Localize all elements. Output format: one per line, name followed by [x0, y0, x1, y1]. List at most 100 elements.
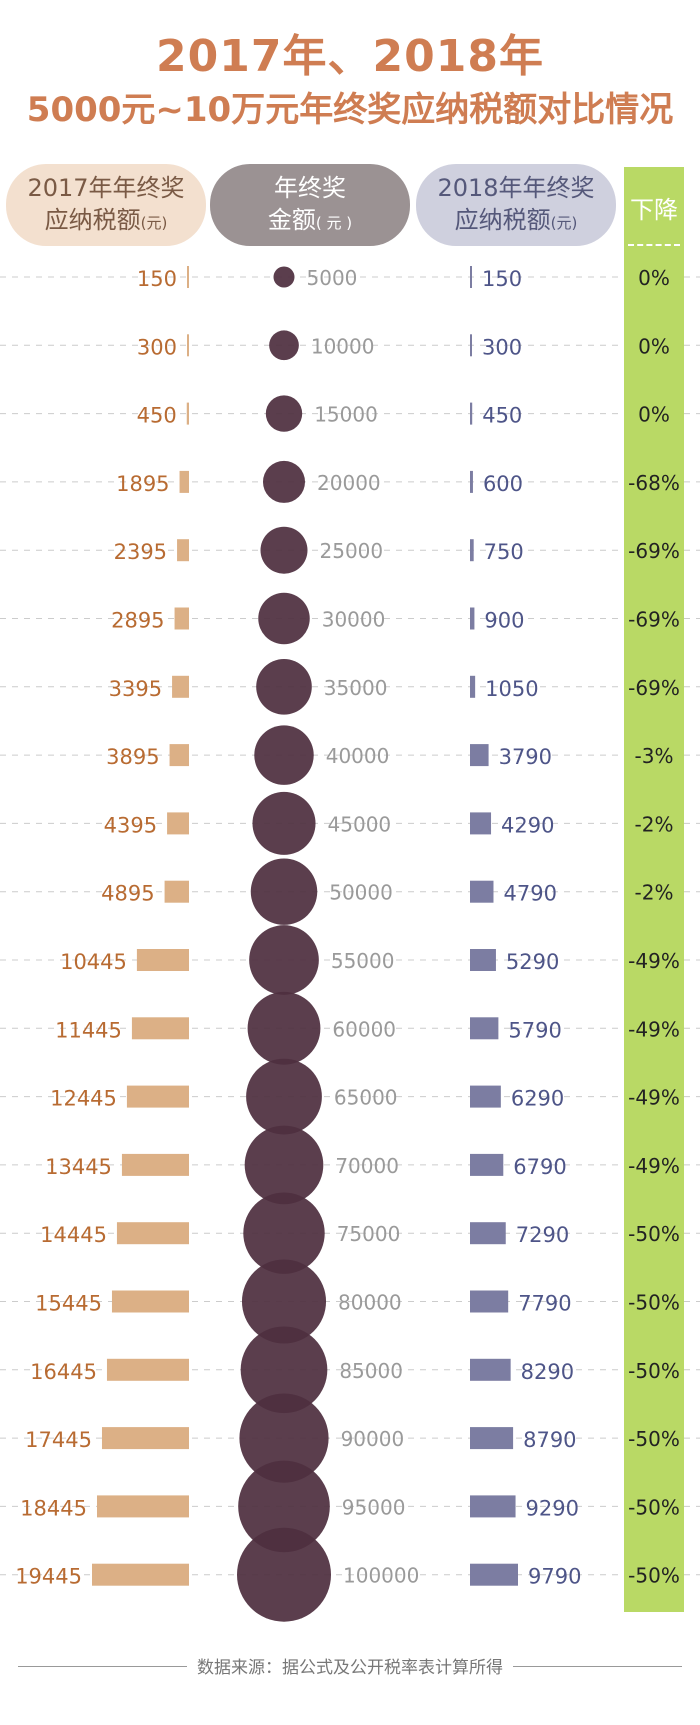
tax2018-bar — [470, 1290, 509, 1313]
tax2018-bar — [470, 266, 472, 288]
bonus-label: 50000 — [329, 881, 393, 905]
bonus-label: 55000 — [331, 949, 395, 973]
bonus-bubble — [258, 592, 310, 645]
decline-label: -50% — [628, 1291, 680, 1315]
decline-label: 0% — [638, 403, 670, 427]
bonus-bubble — [252, 791, 316, 855]
header-bonus-label: 金额 — [267, 205, 316, 234]
bonus-bubble — [256, 658, 312, 715]
decline-label: -3% — [635, 744, 674, 768]
tax2017-bar — [172, 675, 189, 698]
bonus-label: 90000 — [341, 1427, 405, 1451]
tax2018-label: 600 — [483, 472, 523, 496]
tax2017-bar — [174, 607, 189, 630]
tax2018-bar — [470, 607, 475, 630]
tax2017-bar — [126, 1085, 189, 1108]
tax2018-label: 9290 — [526, 1496, 579, 1520]
bonus-label: 75000 — [337, 1222, 401, 1246]
tax2018-bar — [470, 880, 494, 903]
bonus-label: 70000 — [335, 1154, 399, 1178]
tax2018-label: 6290 — [511, 1087, 564, 1111]
tax2018-label: 6790 — [513, 1155, 566, 1179]
bonus-label: 60000 — [332, 1017, 396, 1041]
bonus-bubble — [250, 858, 318, 925]
decline-label: -50% — [628, 1222, 680, 1246]
tax2018-bar — [470, 1358, 511, 1381]
tax2018-label: 4790 — [503, 882, 556, 906]
header-tax-2018-label: 应纳税额 — [454, 205, 551, 234]
decline-label: -69% — [628, 676, 680, 700]
tax2017-bar — [164, 880, 189, 903]
tax2017-label: 14445 — [40, 1223, 107, 1247]
tax2018-label: 7790 — [518, 1292, 571, 1316]
tax2017-label: 4395 — [104, 813, 157, 837]
decline-label: -50% — [628, 1495, 680, 1519]
tax2017-bar — [187, 334, 189, 357]
bonus-label: 20000 — [317, 471, 381, 495]
bonus-bubble — [273, 266, 295, 288]
tax2018-bar — [470, 1427, 514, 1450]
bonus-label: 65000 — [334, 1086, 398, 1110]
tax2018-bar — [470, 470, 473, 493]
tax2017-bar — [186, 402, 189, 425]
bonus-label: 40000 — [326, 744, 390, 768]
tax2018-bar — [470, 675, 476, 698]
tax2018-bar — [470, 539, 474, 562]
bonus-bubble — [249, 925, 319, 995]
label-layer: 150 5000 150 0% 300 10000 300 0% 450 15000 450 0% 18… — [15, 266, 680, 1589]
bonus-bubble — [265, 395, 303, 432]
tax2018-bar — [470, 1153, 504, 1176]
tax2018-bar — [470, 334, 472, 357]
bonus-label: 30000 — [322, 608, 386, 632]
tax2018-bar — [470, 744, 489, 767]
tax2017-bar — [106, 1358, 189, 1381]
tax2017-bar — [111, 1290, 189, 1313]
header-tax-2017-label: 应纳税额 — [44, 205, 141, 234]
tax2018-label: 3790 — [499, 745, 552, 769]
decline-label: -50% — [628, 1427, 680, 1451]
header-tax-2018: 2018年年终奖 应纳税额(元) — [416, 164, 616, 246]
bonus-bubble — [239, 1393, 329, 1483]
tax2017-bar — [131, 1017, 189, 1040]
tax2017-bar — [177, 539, 189, 562]
bonus-bubble — [262, 460, 306, 503]
tax2017-label: 2895 — [111, 609, 164, 633]
decline-label: -2% — [635, 881, 674, 905]
tax2018-bar — [470, 1222, 506, 1245]
tax2018-bar — [470, 1495, 516, 1518]
bonus-label: 35000 — [324, 676, 388, 700]
tax2017-bar — [116, 1222, 189, 1245]
bonus-bubble — [238, 1460, 330, 1553]
bonus-bubble — [240, 1326, 328, 1414]
decline-label: -49% — [628, 1154, 680, 1178]
bonus-label: 45000 — [328, 812, 392, 836]
decline-header-divider — [628, 244, 680, 246]
tax2018-label: 150 — [482, 267, 522, 291]
tax2017-label: 3395 — [109, 677, 162, 701]
bonus-label: 100000 — [343, 1564, 419, 1588]
tax2017-label: 300 — [137, 335, 177, 359]
header-bonus-line1: 年终奖 — [274, 173, 346, 202]
bonus-label: 80000 — [338, 1291, 402, 1315]
decline-label: 0% — [638, 266, 670, 290]
bonus-bubble — [260, 526, 308, 574]
header-tax-2018-line2: 应纳税额(元) — [416, 204, 616, 239]
tax2018-label: 5290 — [506, 950, 559, 974]
tax2018-label: 1050 — [485, 677, 538, 701]
bonus-bubble — [269, 330, 299, 361]
tax2017-label: 16445 — [30, 1360, 97, 1384]
tax2017-label: 13445 — [45, 1155, 112, 1179]
tax2018-label: 8290 — [521, 1360, 574, 1384]
header-bonus: 年终奖 金额( 元 ) — [210, 164, 410, 246]
tax2017-bar — [101, 1427, 189, 1450]
tax2017-label: 150 — [137, 267, 177, 291]
tax2018-label: 9790 — [528, 1565, 581, 1589]
bonus-bubble — [244, 1125, 324, 1205]
comparison-chart: 150 5000 150 0% 300 10000 300 0% 450 15000 450 0% 18… — [0, 266, 700, 1622]
tax2018-bar — [470, 1085, 501, 1108]
header-tax-2018-unit: (元) — [550, 213, 578, 232]
decline-label: -50% — [628, 1359, 680, 1383]
chart-title: 2017年、2018年 — [156, 31, 544, 82]
tax2018-label: 450 — [482, 404, 522, 428]
tax2017-label: 15445 — [35, 1292, 102, 1316]
